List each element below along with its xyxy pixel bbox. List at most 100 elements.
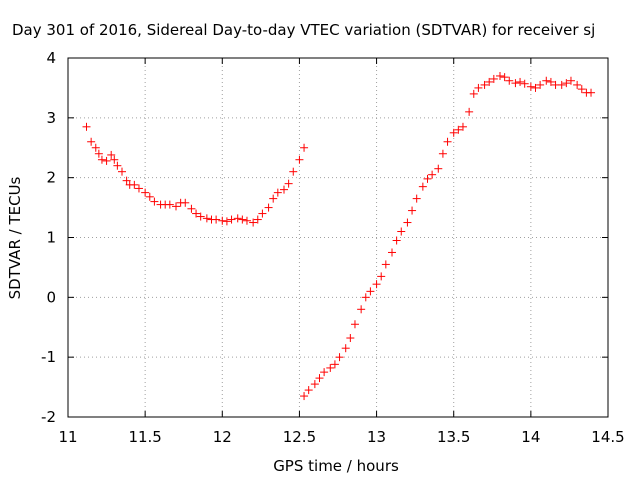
y-tick-label: 0 xyxy=(46,288,56,306)
data-point xyxy=(304,386,313,395)
data-point xyxy=(141,188,150,197)
data-point xyxy=(227,215,236,224)
data-point xyxy=(289,167,298,176)
data-point xyxy=(320,368,329,377)
data-point xyxy=(516,77,525,86)
data-point xyxy=(458,122,467,131)
y-tick-label: 3 xyxy=(46,109,56,127)
data-point xyxy=(474,83,483,92)
data-point xyxy=(269,194,278,203)
data-point xyxy=(249,218,258,227)
y-tick-label: 4 xyxy=(46,49,56,67)
data-point xyxy=(350,320,359,329)
data-point xyxy=(202,214,211,223)
data-point xyxy=(300,392,309,401)
data-point xyxy=(118,167,126,176)
data-point xyxy=(408,206,417,215)
data-point xyxy=(449,128,458,137)
data-point xyxy=(130,180,139,189)
data-point xyxy=(577,85,586,94)
data-point xyxy=(284,179,293,188)
data-point xyxy=(122,176,131,185)
data-point xyxy=(102,156,111,165)
data-point xyxy=(465,107,474,116)
data-point xyxy=(107,150,116,159)
data-point xyxy=(295,155,304,164)
data-point xyxy=(196,212,205,221)
data-point xyxy=(485,77,494,86)
data-point xyxy=(500,73,509,82)
data-point xyxy=(212,215,221,224)
data-point xyxy=(526,82,535,91)
y-tick-label: -1 xyxy=(41,348,56,366)
data-point xyxy=(300,143,309,152)
data-point xyxy=(346,334,355,343)
data-point xyxy=(520,79,529,88)
data-point xyxy=(361,293,370,302)
data-point xyxy=(443,137,452,146)
data-point xyxy=(181,198,190,207)
data-point xyxy=(566,76,575,85)
data-point xyxy=(573,80,582,89)
x-tick-label: 13 xyxy=(367,428,386,446)
data-point xyxy=(428,170,437,179)
x-tick-label: 11 xyxy=(58,428,77,446)
data-point xyxy=(489,74,498,83)
data-point xyxy=(357,305,366,314)
chart-title: Day 301 of 2016, Sidereal Day-to-day VTE… xyxy=(12,21,595,39)
data-point xyxy=(87,137,96,146)
data-point xyxy=(412,194,421,203)
x-tick-label: 14 xyxy=(521,428,540,446)
data-point xyxy=(480,80,489,89)
data-point xyxy=(94,149,103,158)
data-point xyxy=(326,363,335,372)
x-tick-label: 12 xyxy=(213,428,232,446)
y-tick-label: 2 xyxy=(46,169,56,187)
data-point xyxy=(113,161,122,170)
data-point xyxy=(372,280,381,289)
data-point xyxy=(187,204,196,213)
data-point xyxy=(258,209,267,218)
data-point xyxy=(233,214,242,223)
data-point xyxy=(91,143,100,152)
y-axis-label: SDTVAR / TECUs xyxy=(6,176,24,299)
data-point xyxy=(469,89,478,98)
y-tick-label: -2 xyxy=(41,408,56,426)
y-tick-label: 1 xyxy=(46,229,56,247)
data-point xyxy=(366,287,375,296)
data-point xyxy=(222,217,231,226)
data-point xyxy=(546,77,555,86)
x-tick-label: 14.5 xyxy=(591,428,624,446)
data-point xyxy=(531,83,540,92)
data-point xyxy=(82,122,91,131)
data-point xyxy=(511,79,520,88)
data-point xyxy=(454,125,463,134)
data-point xyxy=(172,202,180,211)
data-point xyxy=(438,149,447,158)
data-point xyxy=(165,200,174,209)
x-axis-label: GPS time / hours xyxy=(273,457,399,475)
grid-lines xyxy=(68,58,608,417)
data-point xyxy=(341,344,350,353)
data-point xyxy=(587,88,596,97)
x-tick-label: 11.5 xyxy=(128,428,161,446)
data-point xyxy=(110,155,119,164)
data-point xyxy=(310,380,319,389)
data-point xyxy=(253,215,262,224)
data-point xyxy=(192,209,201,218)
data-point xyxy=(330,360,339,369)
data-point xyxy=(536,80,545,89)
data-point xyxy=(273,188,282,197)
data-point xyxy=(557,80,566,89)
x-tick-label: 12.5 xyxy=(283,428,316,446)
data-point xyxy=(403,218,412,227)
data-point xyxy=(397,227,406,236)
data-point xyxy=(238,215,247,224)
data-point xyxy=(392,236,401,245)
axis-ticks xyxy=(67,57,609,418)
data-point xyxy=(242,216,251,225)
data-point xyxy=(377,272,386,281)
data-point xyxy=(218,216,227,225)
